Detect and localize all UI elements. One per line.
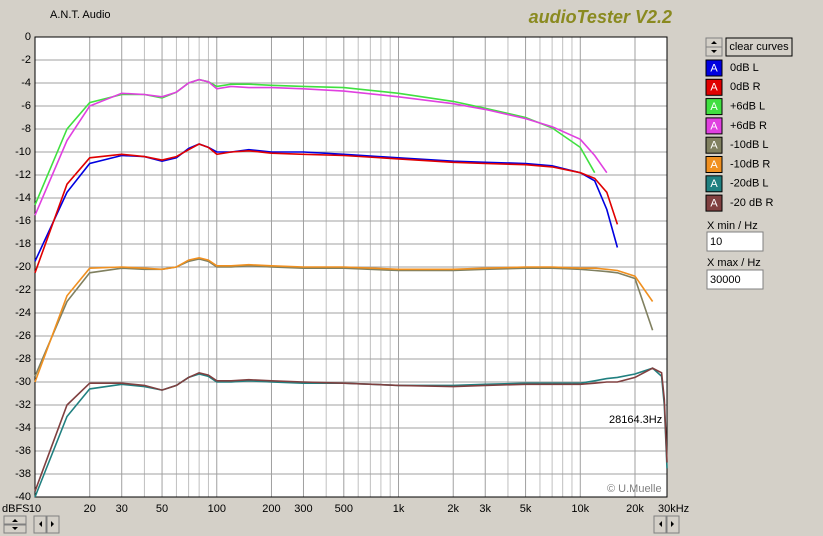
legend-glyph: A xyxy=(710,159,718,171)
legend-swatch xyxy=(705,117,723,135)
y-tick-label: -36 xyxy=(15,445,31,457)
legend-label: -20 dB R xyxy=(730,197,773,209)
legend-swatch xyxy=(705,156,723,173)
x-tick-label: 5k xyxy=(520,503,532,515)
y-tick-label: -28 xyxy=(15,353,31,365)
legend-glyph: A xyxy=(710,101,718,113)
legend-label: +6dB L xyxy=(730,101,765,113)
series-line xyxy=(34,256,654,383)
legend-label: 0dB L xyxy=(730,62,759,74)
legend-swatch xyxy=(705,175,723,193)
legend-entry[interactable]: A -10dB L xyxy=(705,136,769,154)
xmax-label: X max / Hz xyxy=(707,257,761,269)
scroll-controls xyxy=(3,515,680,534)
x-tick-label: 20k xyxy=(626,503,644,515)
x-tick-label: 10 xyxy=(29,503,41,515)
legend-swatch xyxy=(705,59,723,77)
legend-glyph: A xyxy=(710,120,718,132)
series-line xyxy=(34,78,608,216)
legend-glyph: A xyxy=(710,198,718,210)
legend-swatch xyxy=(705,98,723,116)
y-tick-label: -6 xyxy=(21,100,31,112)
y-tick-label: -24 xyxy=(15,307,31,319)
y-tick-label: -34 xyxy=(15,422,31,434)
xmax-value[interactable]: 30000 xyxy=(710,274,741,286)
legend-swatch xyxy=(705,136,723,154)
y-tick-label: -22 xyxy=(15,284,31,296)
legend-label: -10dB R xyxy=(730,158,770,170)
x-tick-label: 20 xyxy=(84,503,96,515)
x-tick-label: 10k xyxy=(571,503,589,515)
y-tick-label: -2 xyxy=(21,54,31,66)
xmax-input[interactable] xyxy=(706,269,764,290)
x-tick-label: 200 xyxy=(262,503,280,515)
x-tick-label: 500 xyxy=(335,503,353,515)
y-tick-label: -16 xyxy=(15,215,31,227)
x-tick-label: 30 xyxy=(116,503,128,515)
y-tick-label: -32 xyxy=(15,399,31,411)
legend-entry[interactable]: A -20 dB R xyxy=(705,194,773,212)
legend-label: 0dB R xyxy=(730,81,761,93)
legend-swatch xyxy=(705,194,723,212)
annotation: 28164.3Hz xyxy=(609,414,662,426)
legend-entry[interactable]: A +6dB L xyxy=(705,98,765,116)
x-tick-label: 50 xyxy=(156,503,168,515)
legend-entry[interactable]: A 0dB L xyxy=(705,59,759,77)
plot-frame xyxy=(34,36,668,498)
spinner[interactable] xyxy=(705,37,723,57)
x-tick-label: 300 xyxy=(294,503,312,515)
y-axis-label: dBFS xyxy=(2,503,30,515)
legend-entry[interactable]: A +6dB R xyxy=(705,117,767,135)
y-tick-label: -10 xyxy=(15,146,31,158)
legend-glyph: A xyxy=(710,82,718,94)
x-tick-label: 1k xyxy=(393,503,405,515)
legend-label: -20dB L xyxy=(730,178,769,190)
y-tick-label: -20 xyxy=(15,261,31,273)
series-line xyxy=(34,367,668,492)
y-tick-label: -26 xyxy=(15,330,31,342)
y-tick-label: -38 xyxy=(15,468,31,480)
brand: A.N.T. Audio xyxy=(50,9,111,21)
series-line xyxy=(34,143,619,274)
legend-entry[interactable]: A -20dB L xyxy=(705,175,769,193)
chart-title: audioTester V2.2 xyxy=(529,7,672,27)
y-tick-label: -30 xyxy=(15,376,31,388)
y-tick-label: -4 xyxy=(21,77,31,89)
xmin-label: X min / Hz xyxy=(707,220,758,232)
y-tick-label: -40 xyxy=(15,491,31,503)
x-tick-label: 2k xyxy=(447,503,459,515)
spin-arrows xyxy=(711,41,717,53)
legend-glyph: A xyxy=(710,62,718,74)
x-tick-label: 3k xyxy=(479,503,491,515)
legend-glyph: A xyxy=(710,178,718,190)
credit: © U.Muelle xyxy=(607,483,662,495)
y-tick-label: -18 xyxy=(15,238,31,250)
y-tick-label: 0 xyxy=(25,31,31,43)
legend-entry[interactable]: A 0dB R xyxy=(705,78,761,96)
y-tick-label: -8 xyxy=(21,123,31,135)
legend-swatch xyxy=(705,78,723,96)
y-tick-label: -14 xyxy=(15,192,31,204)
clear-button[interactable] xyxy=(725,37,793,57)
xmin-input[interactable] xyxy=(706,231,764,252)
x-tick-label: 100 xyxy=(208,503,226,515)
legend-glyph: A xyxy=(710,140,718,152)
legend-entry[interactable]: A -10dB R xyxy=(705,156,770,173)
xmin-value[interactable]: 10 xyxy=(710,236,722,248)
x-tick-label: 30kHz xyxy=(658,503,689,515)
legend-label: +6dB R xyxy=(730,120,767,132)
y-tick-label: -12 xyxy=(15,169,31,181)
clear-button-label[interactable]: clear curves xyxy=(729,41,789,53)
legend-label: -10dB L xyxy=(730,139,769,151)
